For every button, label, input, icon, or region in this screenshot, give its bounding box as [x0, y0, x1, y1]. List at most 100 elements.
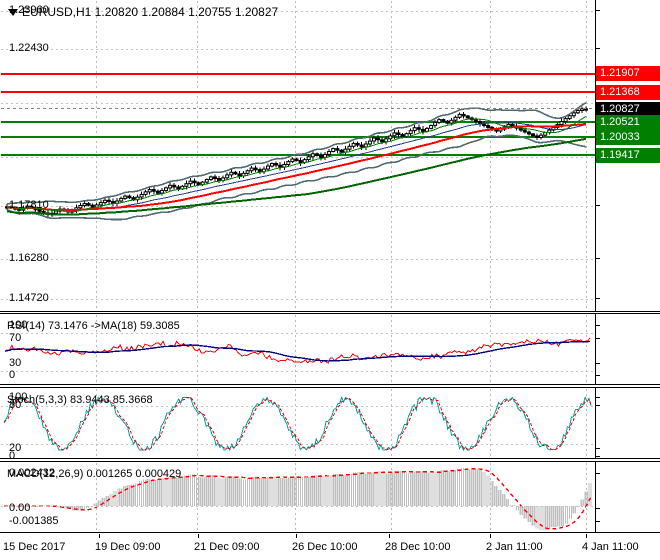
rsi-level-line	[1, 371, 596, 372]
macd-tick-max: 0.002432	[9, 467, 55, 479]
axis-tick	[596, 448, 600, 449]
grid-line-horizontal	[1, 299, 596, 300]
bollinger-upper	[6, 102, 587, 205]
grid-line-vertical	[197, 463, 198, 533]
axis-tick	[596, 338, 600, 339]
price-axis[interactable]	[595, 0, 660, 312]
axis-tick	[596, 298, 600, 299]
macd-tick-min: -0.001385	[9, 515, 59, 527]
rsi-title: RSI(14) 73.1476 ->MA(18) 59.3085	[7, 320, 180, 332]
time-label-0: 15 Dec 2017	[3, 541, 66, 553]
grid-line-vertical	[391, 463, 392, 533]
axis-tick	[596, 521, 600, 522]
stochastic-plot-area[interactable]	[1, 389, 596, 459]
grid-line-horizontal	[1, 206, 596, 207]
rsi-axis[interactable]	[595, 313, 660, 385]
triangle-down-icon[interactable]	[8, 9, 18, 16]
moving-average-fast	[6, 122, 587, 211]
grid-line-vertical	[586, 1, 587, 311]
axis-tick	[596, 205, 600, 206]
time-label-1: 19 Dec 09:00	[95, 541, 161, 553]
grid-line-vertical	[490, 315, 491, 385]
grid-line-vertical	[96, 463, 97, 533]
axis-tick	[596, 363, 600, 364]
axis-tick	[596, 473, 600, 474]
grid-line-vertical	[586, 315, 587, 385]
price-badge-resistance-1[interactable]: 1.21368	[596, 85, 660, 100]
rsi-plot-area[interactable]	[1, 315, 596, 385]
rsi-level-line	[1, 333, 596, 334]
stochastic-title: Stoch(5,3,3) 83.9443 85.3668	[7, 394, 153, 406]
price-panel[interactable]	[0, 0, 660, 312]
time-tick	[99, 534, 100, 538]
grid-line-vertical	[295, 389, 296, 459]
grid-line-vertical	[391, 389, 392, 459]
macd-plot-area[interactable]	[1, 463, 596, 533]
time-label-5: 2 Jan 11:00	[486, 541, 543, 553]
rsi-tick-30: 30	[9, 357, 22, 369]
grid-line-vertical	[96, 315, 97, 385]
level-line-resistance[interactable]	[1, 91, 596, 93]
grid-line-vertical	[490, 389, 491, 459]
level-line-resistance[interactable]	[1, 73, 596, 75]
grid-line-vertical	[391, 315, 392, 385]
macd-tick-zero: 0.00	[9, 502, 31, 514]
price-badge-resistance-2[interactable]: 1.21907	[596, 66, 660, 81]
macd-panel[interactable]	[0, 461, 660, 533]
macd-zero-line	[1, 506, 596, 507]
time-tick	[490, 534, 491, 538]
axis-tick	[596, 375, 600, 376]
time-tick	[586, 534, 587, 538]
time-tick	[296, 534, 297, 538]
price-plot-area[interactable]	[1, 1, 596, 311]
grid-line-vertical	[295, 315, 296, 385]
price-tick-0: 1.23960	[9, 4, 49, 16]
stochastic-panel[interactable]	[0, 387, 660, 459]
price-tick-3: 1.16280	[9, 252, 49, 264]
grid-line-horizontal	[1, 11, 596, 12]
time-label-4: 28 Dec 10:00	[385, 541, 451, 553]
bollinger-lower	[6, 134, 587, 221]
rsi-line	[4, 337, 591, 364]
time-tick	[198, 534, 199, 538]
stoch-tick-0: 0	[9, 450, 16, 462]
grid-line-vertical	[96, 1, 97, 311]
rsi-panel[interactable]	[0, 313, 660, 385]
grid-line-horizontal	[1, 103, 596, 104]
price-tick-4: 1.14720	[9, 292, 49, 304]
level-line-support[interactable]	[1, 136, 596, 138]
rsi-tick-0: 0	[9, 369, 16, 381]
rsi-tick-100: 100	[9, 319, 28, 331]
axis-tick	[596, 397, 600, 398]
grid-line-vertical	[586, 389, 587, 459]
current-price-line	[1, 108, 596, 109]
time-tick	[389, 534, 390, 538]
macd-signal-line	[4, 468, 592, 530]
grid-line-vertical	[295, 463, 296, 533]
macd-axis[interactable]	[595, 461, 660, 533]
time-label-3: 26 Dec 10:00	[292, 541, 358, 553]
stoch-tick-80: 80	[9, 399, 22, 411]
macd-histogram	[52, 467, 592, 531]
grid-line-horizontal	[1, 157, 596, 158]
stochastic-level-line	[1, 406, 596, 407]
price-badge-support-2[interactable]: 1.20033	[596, 130, 660, 145]
price-badge-current-price[interactable]: 1.20827	[596, 102, 660, 117]
stochastic-axis[interactable]	[595, 387, 660, 459]
price-tick-1: 1.22430	[9, 42, 49, 54]
stochastic-k-line	[3, 396, 592, 452]
time-label-2: 21 Dec 09:00	[194, 541, 260, 553]
grid-line-vertical	[197, 1, 198, 311]
grid-line-horizontal	[1, 49, 596, 50]
grid-line-horizontal	[1, 259, 596, 260]
axis-tick	[596, 10, 600, 11]
price-badge-support-3[interactable]: 1.19417	[596, 148, 660, 163]
axis-tick	[596, 48, 600, 49]
price-badge-support-1[interactable]: 1.20521	[596, 115, 660, 130]
moving-average-signal	[6, 116, 587, 213]
time-label-6: 4 Jan 11:00	[582, 541, 639, 553]
level-line-support[interactable]	[1, 121, 596, 123]
grid-line-vertical	[391, 1, 392, 311]
axis-tick	[596, 405, 600, 406]
